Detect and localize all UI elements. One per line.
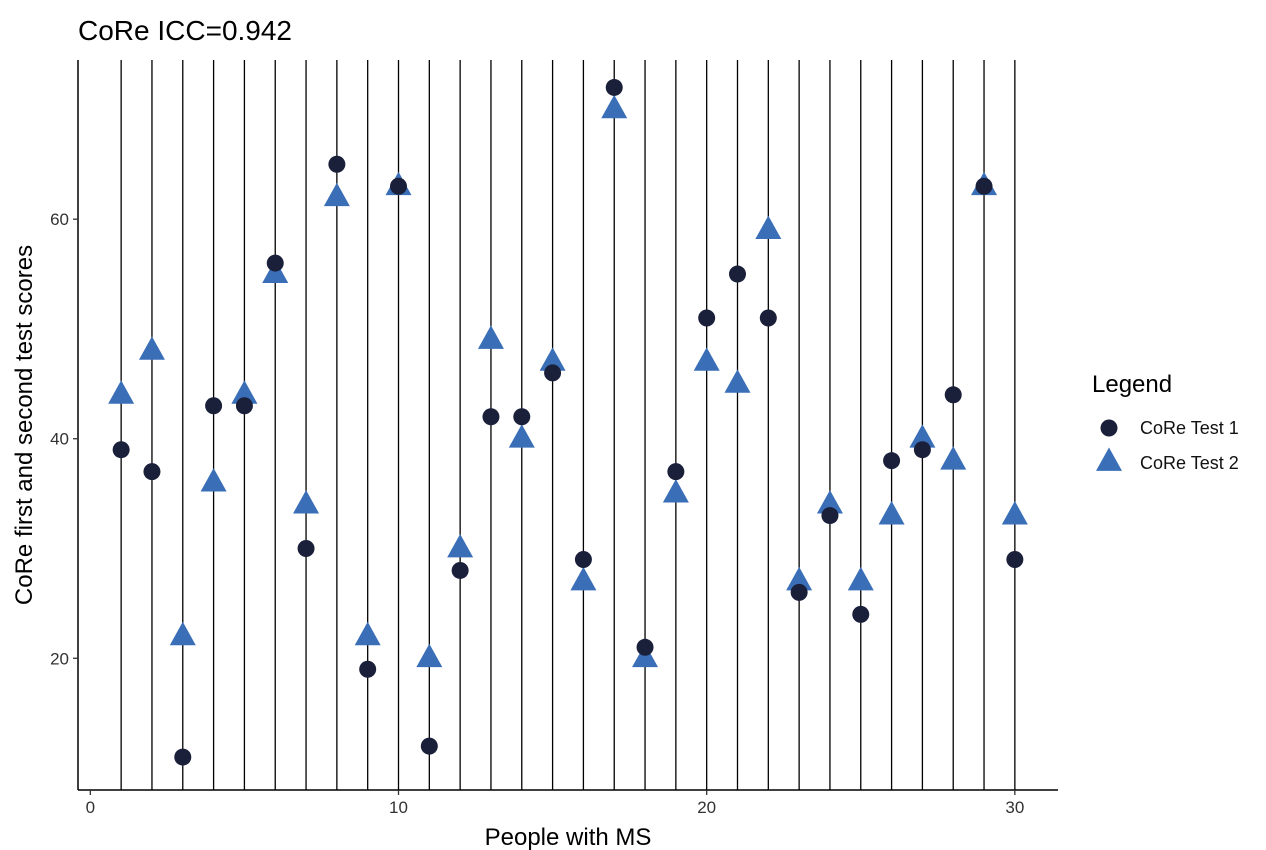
test2-point [200,468,227,492]
test2-point [447,533,474,558]
legend-items: CoRe Test 1 CoRe Test 2 [1096,418,1239,473]
y-axis-title: CoRe first and second test scores [11,245,38,605]
test1-point [698,309,716,327]
test1-point [420,737,438,755]
test1-point [1006,550,1024,568]
test2-point [477,325,504,349]
test1-point [667,463,685,481]
x-tick-label: 20 [697,798,716,817]
test1-point [513,408,531,426]
test2-point [909,424,936,448]
x-tick-label: 30 [1005,798,1024,817]
test2-point [693,347,720,371]
test1-point [359,660,377,678]
test1-point [883,452,901,470]
test1-point [235,397,253,415]
y-tick-label: 60 [50,210,69,229]
test2-point [293,490,320,514]
y-tick-label: 40 [50,430,69,449]
chart-title: CoRe ICC=0.942 [78,15,292,46]
series-test2-points [108,94,1028,668]
x-axis-ticks: 0 10 20 30 [86,790,1024,817]
test2-point [816,490,843,514]
test2-point [138,336,165,360]
test1-point [266,254,284,272]
test1-point [852,605,870,623]
legend: Legend CoRe Test 1 CoRe Test 2 [1092,371,1239,473]
test2-point [416,643,443,668]
test1-point [328,155,346,173]
test2-point [724,369,751,393]
legend-label-test1: CoRe Test 1 [1140,418,1239,438]
legend-title: Legend [1092,371,1172,398]
test2-point [1001,501,1028,525]
test2-point [108,380,135,404]
test2-point [323,182,350,207]
test1-point [759,309,777,327]
legend-marker-test2 [1096,447,1122,471]
x-axis-title: People with MS [485,824,652,850]
test1-point [451,561,469,579]
test2-point [169,621,196,646]
test1-point [112,441,130,459]
test1-point [143,463,161,481]
y-axis-ticks: 20 40 60 [50,210,78,668]
test2-point [231,380,258,404]
test1-point [544,364,562,382]
test2-point [940,446,967,470]
test2-point [755,215,782,240]
test1-point [944,386,962,404]
test1-point [605,78,623,96]
test1-point [174,748,192,766]
test2-point [662,479,689,503]
test1-point [390,177,408,195]
test2-point [786,566,813,591]
x-tick-label: 10 [389,798,408,817]
legend-label-test2: CoRe Test 2 [1140,453,1239,473]
test1-point [728,265,746,283]
person-grid-lines [120,60,1016,790]
test1-point [482,408,500,426]
legend-marker-test1 [1100,419,1118,437]
test2-point [601,94,628,119]
test1-point [821,507,839,525]
test1-point [790,583,808,601]
test1-point [297,539,315,557]
test1-point [975,177,993,195]
test2-point [508,424,535,448]
test2-point [354,621,381,646]
test1-point [913,441,931,459]
test2-point [847,566,874,591]
y-tick-label: 20 [50,649,69,668]
test1-point [205,397,223,415]
test1-point [636,638,654,656]
test2-point [878,501,905,525]
test2-point [539,347,566,371]
x-tick-label: 0 [86,798,95,817]
test2-point [570,566,597,591]
test1-point [574,550,592,568]
series-test1-points [112,78,1024,766]
